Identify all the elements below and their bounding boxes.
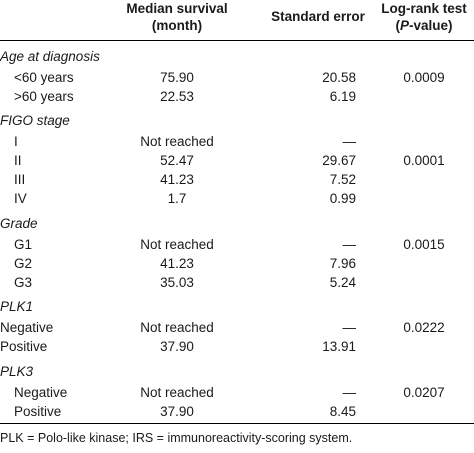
median-survival-cell: 41.23: [160, 172, 194, 187]
standard-error-cell: —: [342, 385, 357, 400]
row-label: I: [14, 134, 18, 149]
standard-error-cell: 6.19: [329, 89, 356, 104]
group-name: FIGO stage: [0, 113, 70, 128]
header-logrank: Log-rank test (P-value): [372, 0, 474, 34]
p-value-cell: 0.0009: [403, 70, 445, 85]
median-survival-cell: 22.53: [160, 89, 194, 104]
header-logrank-line1: Log-rank test: [381, 1, 467, 16]
header-rule: [0, 40, 474, 41]
header-median: Median survival (month): [118, 0, 236, 34]
row-label: Negative: [14, 385, 68, 400]
standard-error-cell: 29.67: [322, 153, 356, 168]
table-row: G2 41.23 7.96: [0, 254, 474, 273]
standard-error-cell: —: [342, 320, 357, 335]
header-logrank-p: P: [399, 18, 409, 33]
row-label: >60 years: [14, 89, 74, 104]
standard-error-cell: 0.99: [329, 191, 356, 206]
p-value-cell: 0.0222: [403, 320, 445, 335]
p-value-cell: 0.0001: [403, 153, 445, 168]
table-row: Negative Not reached — 0.0222: [0, 318, 474, 337]
row-label: <60 years: [14, 70, 74, 85]
group-name: Age at diagnosis: [0, 49, 100, 64]
standard-error-cell: 7.52: [329, 172, 356, 187]
median-survival-cell: Not reached: [140, 320, 214, 335]
row-label: Negative: [0, 320, 54, 335]
p-value-cell: 0.0015: [403, 237, 445, 252]
p-value-cell: 0.0207: [403, 385, 445, 400]
median-survival-cell: 41.23: [160, 256, 194, 271]
group-name: PLK1: [0, 299, 34, 314]
table-row: G3 35.03 5.24: [0, 273, 474, 292]
group-name: PLK3: [0, 364, 34, 379]
standard-error-cell: 5.24: [329, 275, 356, 290]
table-row: III 41.23 7.52: [0, 170, 474, 189]
table-row: IV 1.7 0.99: [0, 189, 474, 208]
header-median-line2: (month): [151, 18, 203, 33]
table-row: Positive 37.90 8.45: [0, 402, 474, 421]
row-label: Positive: [0, 339, 48, 354]
footnote: PLK = Polo-like kinase; IRS = immunoreac…: [0, 431, 353, 445]
group-header-row: Grade: [0, 214, 474, 233]
group-header-row: FIGO stage: [0, 111, 474, 130]
row-label: III: [14, 172, 26, 187]
group-header-row: Age at diagnosis: [0, 47, 474, 66]
median-survival-cell: 37.90: [160, 404, 194, 419]
table-row: <60 years 75.90 20.58 0.0009: [0, 68, 474, 87]
table-row: I Not reached —: [0, 132, 474, 151]
standard-error-cell: —: [342, 237, 357, 252]
header-logrank-rest: -value): [409, 18, 453, 33]
header-logrank-line2: (P-value): [395, 18, 453, 33]
header-median-line1: Median survival: [126, 1, 228, 16]
standard-error-cell: —: [342, 134, 357, 149]
standard-error-cell: 13.91: [322, 339, 356, 354]
table-row: G1 Not reached — 0.0015: [0, 235, 474, 254]
row-label: Positive: [14, 404, 62, 419]
bottom-rule: [0, 423, 474, 424]
median-survival-cell: Not reached: [140, 134, 214, 149]
median-survival-cell: Not reached: [140, 237, 214, 252]
group-header-row: PLK3: [0, 362, 474, 381]
median-survival-cell: Not reached: [140, 385, 214, 400]
row-label: G2: [14, 256, 33, 271]
row-label: G1: [14, 237, 33, 252]
group-name: Grade: [0, 216, 38, 231]
standard-error-cell: 7.96: [329, 256, 356, 271]
row-label: IV: [14, 191, 27, 206]
table-row: Negative Not reached — 0.0207: [0, 383, 474, 402]
header-standard-error: Standard error: [271, 9, 365, 24]
table-row: >60 years 22.53 6.19: [0, 87, 474, 106]
median-survival-cell: 75.90: [160, 70, 194, 85]
table-row: II 52.47 29.67 0.0001: [0, 151, 474, 170]
row-label: G3: [14, 275, 33, 290]
median-survival-cell: 37.90: [160, 339, 194, 354]
standard-error-cell: 8.45: [329, 404, 356, 419]
median-survival-cell: 1.7: [167, 191, 187, 206]
row-label: II: [14, 153, 22, 168]
median-survival-cell: 35.03: [160, 275, 194, 290]
table-row: Positive 37.90 13.91: [0, 337, 474, 356]
standard-error-cell: 20.58: [322, 70, 356, 85]
group-header-row: PLK1: [0, 297, 474, 316]
median-survival-cell: 52.47: [160, 153, 194, 168]
